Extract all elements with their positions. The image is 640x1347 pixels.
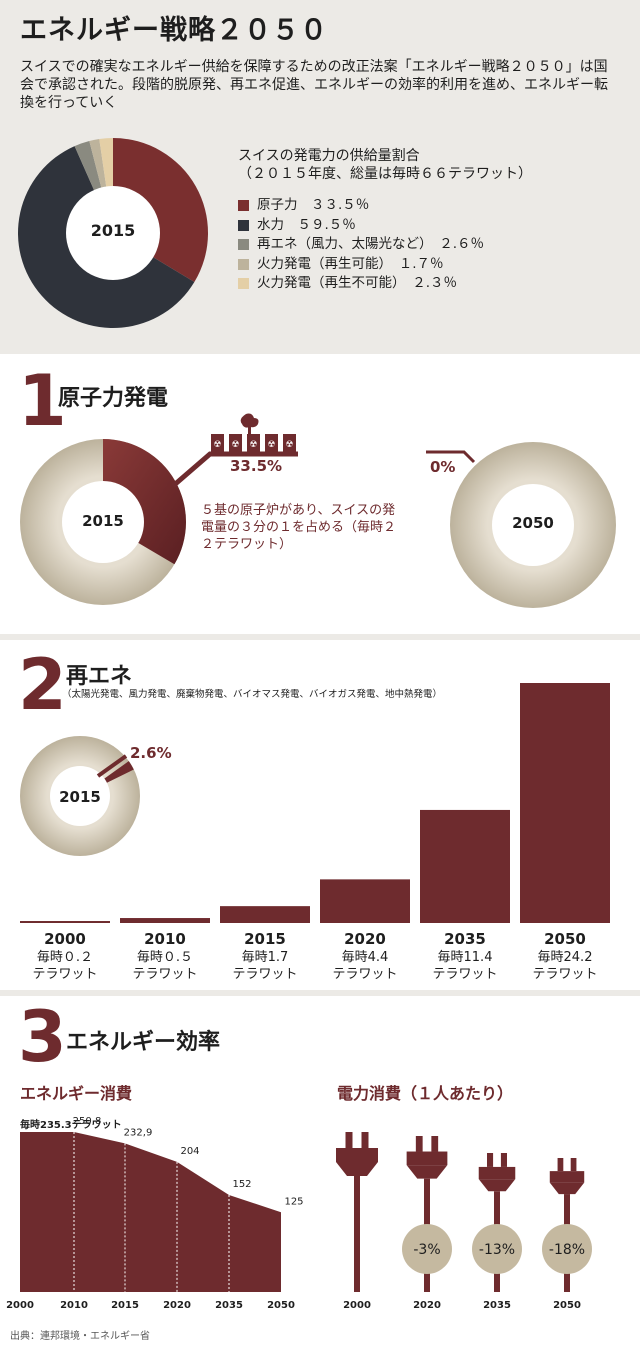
nuclear-note: ５基の原子炉があり、スイスの発電量の３分の１を占める（毎時２２テラワット） [201,502,406,553]
section-efficiency: 3 エネルギー効率 エネルギー消費 毎時235.3テラワット 250,8 232,… [0,996,640,1347]
consumption-point-label: 250,8 [73,1116,102,1127]
plug-year-label: 2000 [343,1300,371,1311]
plug-year-label: 2020 [413,1300,441,1311]
consumption-point-label: 125 [284,1196,303,1207]
supply-legend-item: 水力 ５９.５％ [238,216,484,236]
consumption-x-label: 2035 [215,1300,243,1311]
renewables-year-label: 2035 [417,930,513,948]
consumption-point-label: 152 [232,1179,251,1190]
renewables-year-label: 2000 [17,930,113,948]
intro-text: スイスでの確実なエネルギー供給を保障するための改正法案「エネルギー戦略２０５０」… [20,58,620,112]
renewables-bar [320,879,410,923]
supply-legend: 原子力 ３３.５％ 水力 ５９.５％ 再エネ（風力、太陽光など） ２.６％ 火力発電（… [238,196,484,294]
svg-text:☢: ☢ [267,440,275,450]
reduction-badge-label: -3% [413,1242,440,1258]
section-renewables: 2 再エネ （太陽光発電、風力発電、廃棄物発電、バイオマス発電、バイオガス発電、… [0,640,640,990]
svg-text:☢: ☢ [213,440,221,450]
consumption-x-label: 2000 [6,1300,34,1311]
section-nuclear: 1 原子力発電 2015 ☢ [0,354,640,634]
legend-swatch [238,278,249,289]
supply-legend-item: 再エネ（風力、太陽光など） ２.６％ [238,235,484,255]
renewables-value-label: 毎時1.7 テラワット [217,949,313,983]
legend-swatch [238,239,249,250]
renewables-year-label: 2020 [317,930,413,948]
nuclear-2015-pct: 33.5% [230,457,282,475]
plug-icon [336,1132,378,1292]
svg-text:☢: ☢ [249,440,257,450]
renewables-value-label: 毎時11.4 テラワット [417,949,513,983]
svg-text:☢: ☢ [285,440,293,450]
renewables-bar [120,918,210,923]
plug-year-label: 2035 [483,1300,511,1311]
supply-legend-item: 火力発電（再生可能） １.７％ [238,255,484,275]
renewables-value-label: 毎時０.２ テラワット [17,949,113,983]
consumption-x-label: 2020 [163,1300,191,1311]
consumption-x-label: 2015 [111,1300,139,1311]
legend-label: 再エネ（風力、太陽光など） ２.６％ [257,235,484,255]
consumption-point-label: 232,9 [124,1127,153,1138]
consumption-area-chart: 250,8 232,9 204 152 125 2000 2010 2015 2020 2035 2… [0,996,320,1326]
legend-swatch [238,200,249,211]
renewables-value-label: 毎時24.2 テラワット [517,949,613,983]
renewables-value-label: 毎時4.4 テラワット [317,949,413,983]
supply-legend-item: 火力発電（再生不可能） ２.３％ [238,274,484,294]
plug-year-label: 2050 [553,1300,581,1311]
supply-legend-title: スイスの発電力の供給量割合 （２０１５年度、総量は毎時６６テラワット） [238,147,532,183]
renewables-value-label: 毎時０.５ テラワット [117,949,213,983]
legend-swatch [238,220,249,231]
nuclear-2015-label: 2015 [68,512,138,530]
consumption-point-label: 204 [180,1146,199,1157]
section-title-nuclear: 原子力発電 [58,380,168,412]
consumption-x-label: 2050 [267,1300,295,1311]
consumption-x-label: 2010 [60,1300,88,1311]
legend-label: 水力 ５９.５％ [257,216,356,236]
nuclear-2050-label: 2050 [498,514,568,532]
page-title: エネルギー戦略２０５０ [20,8,328,47]
per-capita-plugs: 2000 -3% 2020 -13% 2035 -18% 2050 [320,996,640,1326]
renewables-bar [520,683,610,923]
renewables-bar [220,906,310,923]
svg-text:☢: ☢ [231,440,239,450]
renewables-year-label: 2050 [517,930,613,948]
supply-donut-center-label: 2015 [78,221,148,240]
renewables-bar-chart [0,640,640,940]
supply-legend-item: 原子力 ３３.５％ [238,196,484,216]
legend-label: 原子力 ３３.５％ [257,196,369,216]
legend-swatch [238,259,249,270]
consumption-area [20,1132,281,1292]
renewables-year-label: 2010 [117,930,213,948]
legend-label: 火力発電（再生不可能） ２.３％ [257,274,457,294]
reduction-badge-label: -18% [549,1242,585,1258]
source-note: 出典：連邦環境・エネルギー省 [10,1327,150,1342]
renewables-bar [420,810,510,923]
legend-label: 火力発電（再生可能） １.７％ [257,255,444,275]
renewables-bar [20,921,110,923]
nuclear-plant-icon: ☢ ☢ ☢ ☢ ☢ [208,412,298,458]
renewables-year-label: 2015 [217,930,313,948]
reduction-badge-label: -13% [479,1242,515,1258]
